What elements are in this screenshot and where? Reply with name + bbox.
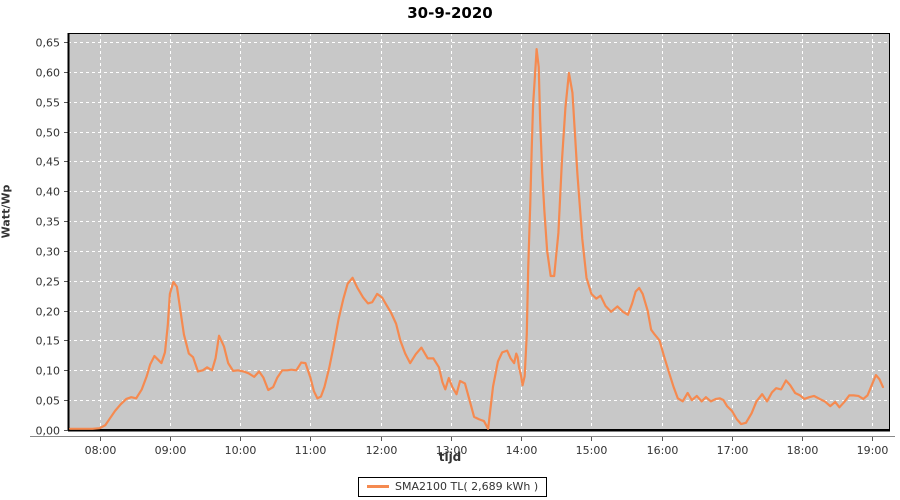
y-tick-label: 0,30 — [36, 246, 61, 259]
x-tick-label: 17:00 — [717, 444, 749, 457]
y-tick-label: 0,45 — [36, 156, 61, 169]
y-tick-label: 0,50 — [36, 127, 61, 140]
y-tick-label: 0,20 — [36, 306, 61, 319]
x-tick-label: 13:00 — [436, 444, 468, 457]
x-tick-label: 08:00 — [85, 444, 117, 457]
y-tick-label: 0,25 — [36, 276, 61, 289]
x-tick-label: 18:00 — [787, 444, 819, 457]
x-axis-label: tijd — [438, 450, 462, 464]
x-tick-label: 10:00 — [225, 444, 257, 457]
legend-entry-label: SMA2100 TL( 2,689 kWh ) — [395, 480, 539, 493]
x-tick-label: 15:00 — [576, 444, 608, 457]
x-tick-label: 16:00 — [647, 444, 679, 457]
x-tick-label: 09:00 — [155, 444, 187, 457]
y-tick-label: 0,60 — [36, 67, 61, 80]
chart-legend[interactable]: SMA2100 TL( 2,689 kWh ) — [358, 477, 548, 497]
y-tick-label: 0,35 — [36, 216, 61, 229]
chart-title: 30-9-2020 — [407, 4, 493, 22]
x-tick-label: 11:00 — [295, 444, 327, 457]
x-tick-label: 19:00 — [857, 444, 889, 457]
x-tick-label: 14:00 — [506, 444, 538, 457]
y-axis-label: Watt/Wp — [0, 184, 13, 239]
y-tick-label: 0,65 — [36, 37, 61, 50]
x-tick-label: 12:00 — [366, 444, 398, 457]
legend-color-swatch — [367, 485, 389, 488]
y-tick-label: 0,10 — [36, 365, 61, 378]
y-tick-label: 0,55 — [36, 97, 61, 110]
y-tick-label: 0,05 — [36, 395, 61, 408]
y-tick-label: 0,00 — [36, 425, 61, 438]
y-tick-label: 0,15 — [36, 335, 61, 348]
plot-background — [68, 33, 890, 430]
y-tick-label: 0,40 — [36, 186, 61, 199]
data-series-line — [69, 48, 885, 430]
